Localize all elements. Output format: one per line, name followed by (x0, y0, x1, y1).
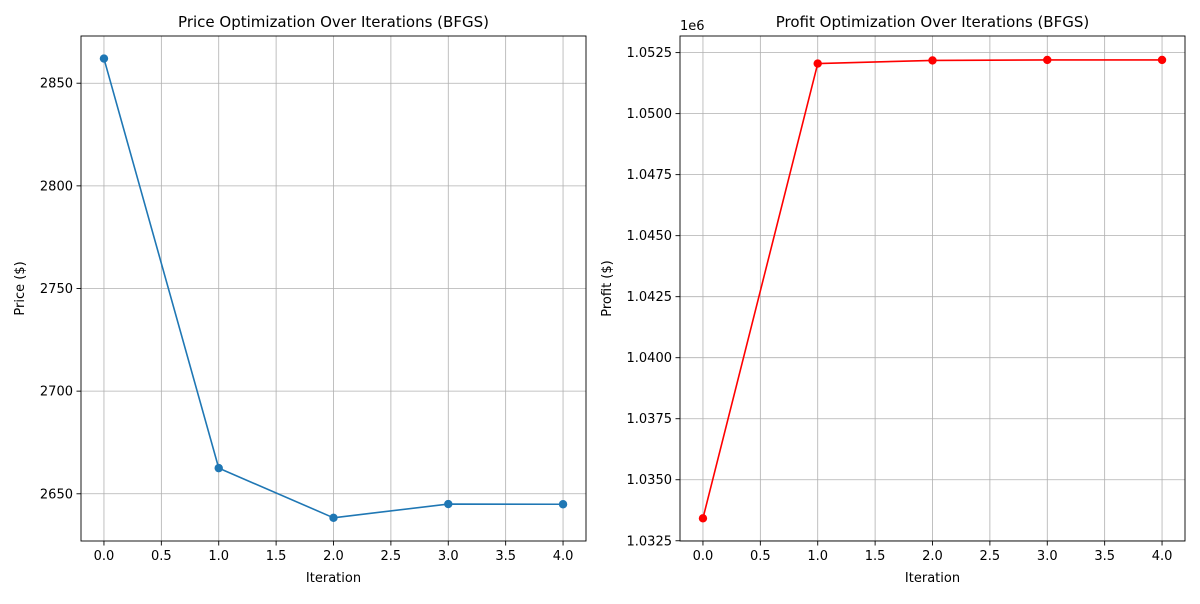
price-x-tick-label: 3.5 (495, 549, 516, 564)
price-data-point (99, 54, 109, 63)
profit-y-offset-text: 1e6 (680, 19, 705, 34)
profit-y-tick-label: 1.0400 (627, 351, 673, 366)
price-data-point (329, 513, 338, 523)
price-x-tick-label: 4.0 (553, 549, 574, 564)
price-y-tick-label: 2750 (40, 282, 73, 297)
price-y-tick-label: 2650 (40, 487, 73, 502)
price-x-tick-label: 2.5 (381, 549, 402, 564)
profit-data-point (1043, 55, 1052, 65)
profit-chart-title: Profit Optimization Over Iterations (BFG… (776, 13, 1089, 31)
price-x-tick-label: 2.0 (323, 549, 344, 564)
price-data-point (558, 500, 568, 509)
price-x-tick-label: 0.0 (94, 549, 115, 564)
price-y-tick-label: 2800 (40, 179, 73, 194)
price-data-point (214, 463, 223, 473)
profit-y-tick-label: 1.0500 (627, 107, 673, 122)
profit-x-tick-label: 1.5 (865, 549, 886, 564)
price-x-axis-label: Iteration (306, 571, 361, 586)
profit-x-tick-label: 0.5 (750, 549, 771, 564)
price-y-axis-label: Price ($) (13, 261, 28, 315)
price-y-tick-label: 2850 (40, 77, 73, 92)
profit-x-tick-label: 3.0 (1037, 549, 1058, 564)
price-x-tick-label: 3.0 (438, 549, 459, 564)
profit-x-tick-label: 2.5 (980, 549, 1001, 564)
profit-y-tick-label: 1.0525 (627, 46, 673, 61)
profit-x-tick-label: 1.0 (807, 549, 828, 564)
price-data-point (444, 499, 453, 509)
profit-chart-panel: 0.0 0.5 1.0 1.5 2.0 2.5 3.0 3.5 4.0 1.0325 1.0350 1… (600, 13, 1186, 586)
price-y-tick-label: 2700 (40, 385, 73, 400)
profit-x-tick-label: 2.0 (922, 549, 943, 564)
profit-data-point (698, 514, 708, 523)
profit-y-tick-label: 1.0325 (627, 534, 673, 549)
profit-y-axis-label: Profit ($) (600, 260, 615, 316)
price-chart-panel: 0.0 0.5 1.0 1.5 2.0 2.5 3.0 3.5 4.0 2650 2700 2750 2… (13, 13, 587, 586)
price-chart-title: Price Optimization Over Iterations (BFGS… (178, 13, 489, 31)
profit-y-tick-label: 1.0375 (627, 412, 673, 427)
profit-x-axis-label: Iteration (905, 571, 960, 586)
profit-y-tick-label: 1.0475 (627, 168, 673, 183)
profit-data-point (928, 56, 937, 65)
price-x-tick-label: 1.5 (266, 549, 287, 564)
profit-data-point (813, 59, 822, 68)
profit-data-point (1157, 55, 1167, 65)
profit-y-tick-label: 1.0450 (627, 229, 673, 244)
profit-x-tick-label: 4.0 (1152, 549, 1173, 564)
price-x-tick-label: 1.0 (208, 549, 229, 564)
price-x-tick-label: 0.5 (151, 549, 172, 564)
profit-y-tick-label: 1.0350 (627, 473, 673, 488)
profit-x-tick-label: 3.5 (1094, 549, 1115, 564)
profit-x-tick-label: 0.0 (693, 549, 714, 564)
profit-y-tick-label: 1.0425 (627, 290, 673, 305)
